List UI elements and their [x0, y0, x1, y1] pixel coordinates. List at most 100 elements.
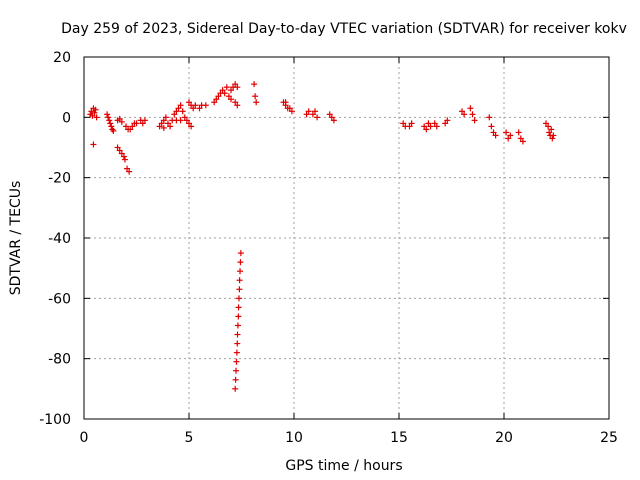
data-point — [129, 123, 136, 130]
y-tick-label: -40 — [48, 231, 71, 247]
data-point — [133, 120, 140, 127]
ticks-layer: 0 5 10 15 20 25 -100 -80 -60 -40 -20 0 20 — [39, 50, 618, 446]
data-point — [104, 111, 111, 118]
data-point — [235, 313, 242, 320]
grid-layer — [84, 57, 609, 419]
data-point — [549, 135, 556, 142]
data-point — [116, 147, 123, 154]
data-point — [486, 114, 493, 121]
data-point — [158, 120, 165, 127]
x-tick-label: 25 — [600, 430, 618, 446]
data-point — [309, 111, 316, 118]
data-point — [186, 99, 192, 106]
y-tick-label: 20 — [53, 50, 71, 66]
data-point — [120, 153, 127, 160]
x-tick-label: 20 — [495, 430, 513, 446]
data-point — [253, 99, 260, 106]
data-point — [423, 126, 430, 133]
data-point — [330, 117, 337, 124]
data-point — [314, 114, 321, 121]
data-point — [165, 120, 171, 127]
data-point — [286, 105, 293, 112]
data-point — [162, 114, 169, 121]
data-point — [503, 129, 510, 136]
data-point — [202, 102, 209, 109]
data-point — [467, 105, 474, 112]
data-point — [181, 114, 188, 121]
y-tick-label: -60 — [48, 291, 71, 307]
data-point — [175, 105, 182, 112]
data-point — [232, 376, 239, 383]
data-point — [106, 117, 113, 124]
data-point — [235, 304, 242, 311]
data-point — [124, 165, 131, 172]
data-point — [173, 108, 180, 115]
data-point — [93, 114, 100, 121]
data-point — [252, 93, 259, 100]
data-point — [282, 99, 289, 106]
data-point — [127, 126, 134, 133]
data-point — [221, 90, 228, 97]
data-point — [233, 349, 240, 356]
data-point — [488, 123, 495, 130]
chart-title: Day 259 of 2023, Sidereal Day-to-day VTE… — [61, 21, 627, 37]
data-point — [160, 124, 167, 131]
data-point — [235, 295, 242, 302]
data-point — [471, 117, 478, 124]
data-point — [114, 144, 121, 151]
data-point — [215, 93, 222, 100]
data-point — [160, 117, 167, 124]
data-point — [236, 277, 243, 284]
data-point — [105, 114, 112, 121]
data-point — [223, 84, 230, 91]
data-point — [328, 114, 335, 121]
data-point — [232, 99, 239, 106]
data-point — [88, 108, 95, 115]
x-tick-label: 15 — [390, 430, 408, 446]
data-point — [186, 120, 192, 127]
data-point — [228, 87, 234, 94]
data-point — [123, 123, 129, 130]
data-point — [167, 123, 174, 130]
data-point — [141, 117, 148, 124]
data-point — [505, 135, 512, 142]
data-point — [213, 96, 220, 103]
y-tick-label: -20 — [48, 171, 71, 187]
data-point — [237, 259, 244, 266]
data-point — [236, 286, 243, 293]
data-point — [139, 120, 146, 127]
data-point — [550, 132, 557, 139]
data-point — [219, 87, 226, 94]
data-point — [433, 123, 440, 130]
data-point — [406, 123, 413, 130]
data-point — [90, 141, 97, 148]
data-point — [326, 111, 333, 118]
data-point — [312, 108, 318, 115]
data-point — [442, 120, 449, 127]
data-point — [548, 126, 555, 133]
data-point — [183, 117, 190, 124]
data-point — [444, 117, 451, 124]
data-point — [431, 120, 438, 127]
data-point — [237, 250, 244, 257]
data-point — [156, 123, 163, 130]
data-point — [116, 115, 123, 122]
points-layer — [87, 81, 557, 392]
data-point — [118, 150, 125, 157]
data-point — [179, 108, 186, 115]
data-point — [171, 111, 178, 118]
x-tick-label: 0 — [80, 430, 89, 446]
data-point — [515, 129, 522, 136]
data-point — [211, 99, 218, 106]
data-point — [507, 132, 514, 139]
data-point — [288, 108, 295, 115]
data-point — [225, 93, 232, 100]
data-point — [91, 109, 98, 116]
y-tick-label: 0 — [62, 110, 71, 126]
data-point — [177, 102, 184, 109]
data-point — [234, 322, 241, 329]
data-point — [543, 120, 549, 127]
data-point — [251, 81, 258, 88]
data-point — [305, 108, 312, 115]
